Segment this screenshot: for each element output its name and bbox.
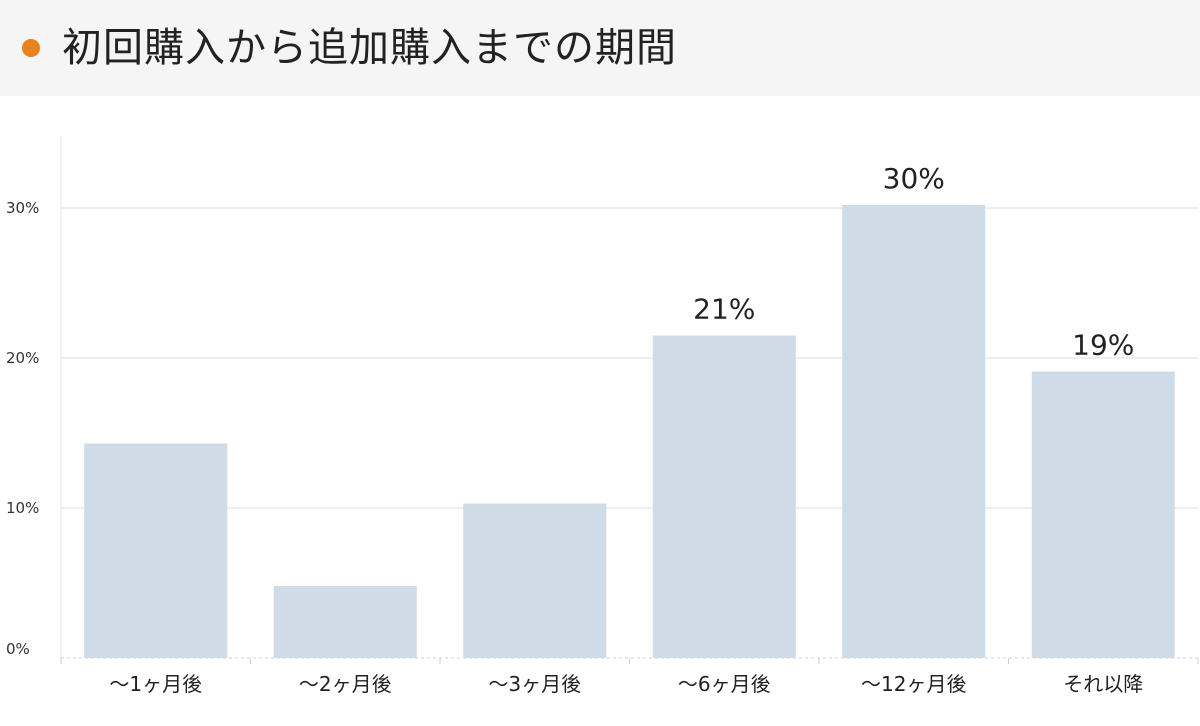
bullet-dot-icon <box>22 39 40 57</box>
data-label: 30% <box>883 162 945 195</box>
x-tick-label: 〜1ヶ月後 <box>109 672 202 696</box>
bar <box>463 503 607 658</box>
data-label: 19% <box>1072 329 1134 362</box>
x-tick-label: それ以降 <box>1063 672 1143 696</box>
x-tick-label: 〜12ヶ月後 <box>861 672 966 696</box>
bar <box>842 205 986 658</box>
y-tick-label: 20% <box>6 349 39 367</box>
y-tick-label: 0% <box>6 640 30 658</box>
bar <box>1031 371 1175 658</box>
y-tick-label: 10% <box>6 499 39 517</box>
chart-title: 初回購入から追加購入までの期間 <box>62 25 677 71</box>
x-tick-label: 〜3ヶ月後 <box>488 672 581 696</box>
bar <box>652 335 796 658</box>
x-tick-label: 〜6ヶ月後 <box>678 672 771 696</box>
data-label: 21% <box>693 293 755 326</box>
y-tick-label: 30% <box>6 199 39 217</box>
bar <box>273 586 417 658</box>
x-tick-label: 〜2ヶ月後 <box>299 672 392 696</box>
bar-chart: 0% 10% 20% 30% 〜1ヶ月後 〜2ヶ月後 〜3ヶ月後 〜6ヶ月後 21% 〜12ヶ月後… <box>6 136 1199 696</box>
bar <box>84 443 228 658</box>
chart-header: 初回購入から追加購入までの期間 <box>0 0 1200 96</box>
